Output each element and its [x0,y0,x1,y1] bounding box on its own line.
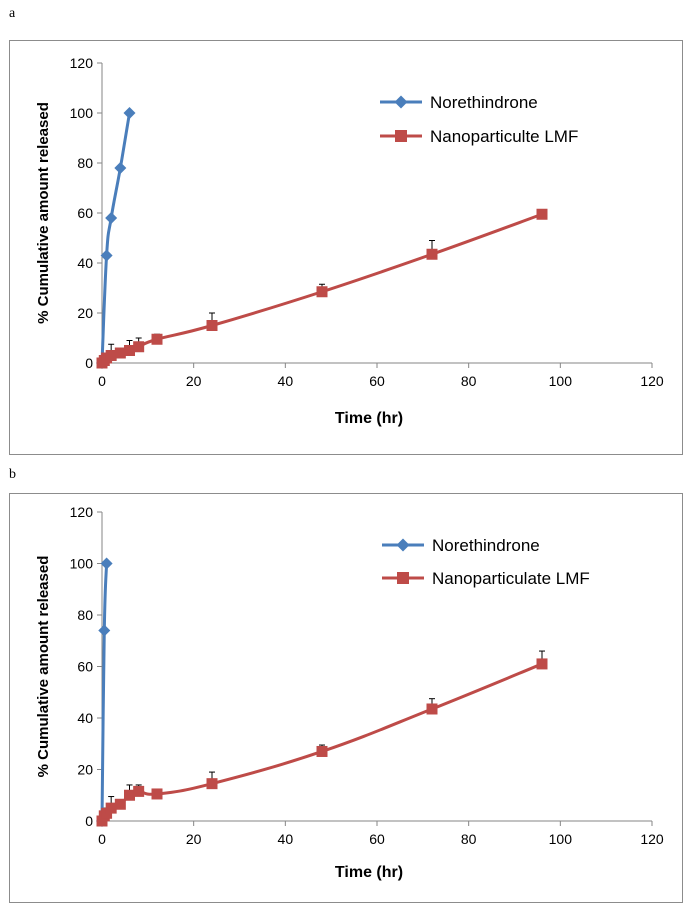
x-tick-label: 60 [369,373,385,389]
data-point-square [536,658,548,670]
data-point-square [124,789,135,801]
y-tick-label: 80 [77,155,93,171]
y-tick-label: 60 [77,659,93,675]
chart-frame-b: 0 20 40 60 80 100 120 0 20 40 60 80 100 120 Time (hr)%… [9,493,683,903]
x-tick-label: 20 [186,373,202,389]
x-tick-label: 100 [549,373,573,389]
legend-label: Nanoparticulate LMF [432,569,590,588]
x-tick-label: 80 [461,831,477,847]
x-tick-label: 40 [278,373,294,389]
data-point-square [316,286,328,298]
x-tick-label: 120 [640,831,664,847]
data-point-square [124,345,135,356]
series-line-0 [100,563,109,822]
data-point-square [426,248,438,260]
y-tick-label: 120 [70,55,94,71]
legend-label: Norethindrone [432,536,540,555]
data-point-square [133,785,145,797]
series-line-1 [100,662,543,822]
y-tick-label: 60 [77,205,93,221]
data-point-square [426,703,438,715]
y-axis-title: % Cumulative amount released [35,102,52,324]
y-tick-label: 20 [77,762,93,778]
data-point-diamond [100,557,113,570]
series-line-0 [100,112,131,364]
y-tick-label: 120 [70,504,94,520]
y-tick-label: 0 [85,813,93,829]
y-tick-label: 100 [70,105,94,121]
data-point-square [316,745,328,757]
data-point-diamond [98,624,111,637]
data-point-diamond [105,212,118,224]
x-tick-label: 120 [640,373,664,389]
x-axis-title: Time (hr) [335,864,403,881]
y-tick-label: 80 [77,607,93,623]
data-point-square [114,347,126,359]
x-tick-label: 40 [278,831,294,847]
y-tick-label: 40 [77,710,93,726]
y-tick-label: 40 [77,255,93,271]
legend-label: Norethindrone [430,93,538,112]
legend-marker-diamond [396,538,410,552]
data-point-square [133,341,145,353]
y-tick-label: 0 [85,355,93,371]
panel-label-b: b [9,467,16,482]
data-point-square [105,350,117,361]
data-point-square [206,320,218,331]
legend-label: Nanoparticulte LMF [430,127,578,146]
y-tick-label: 100 [70,556,94,572]
legend-marker-square [397,572,409,584]
data-point-square [151,333,163,345]
x-tick-label: 0 [98,831,106,847]
x-tick-label: 100 [549,831,573,847]
data-point-diamond [100,249,113,262]
release-chart-b: 0 20 40 60 80 100 120 0 20 40 60 80 100 120 Time (hr)%… [35,504,664,881]
data-point-diamond [114,162,127,174]
release-chart-a: 0 20 40 60 80 100 120 0 20 40 60 80 100 120 Time (hr)%… [35,55,664,427]
legend-marker-diamond [394,95,408,109]
data-point-square [206,778,218,790]
data-point-square [105,802,117,814]
x-tick-label: 60 [369,831,385,847]
legend-marker-square [395,130,407,142]
x-axis-title: Time (hr) [335,410,403,427]
data-point-square [114,798,126,810]
y-tick-label: 20 [77,305,93,321]
x-tick-label: 0 [98,373,106,389]
x-tick-label: 20 [186,831,202,847]
data-point-diamond [123,107,136,119]
panel-label-a: a [9,6,16,21]
chart-frame-a: 0 20 40 60 80 100 120 0 20 40 60 80 100 120 Time (hr)%… [9,40,683,455]
data-point-square [151,788,163,800]
x-tick-label: 80 [461,373,477,389]
data-point-square [536,208,548,220]
y-axis-title: % Cumulative amount released [35,556,52,778]
